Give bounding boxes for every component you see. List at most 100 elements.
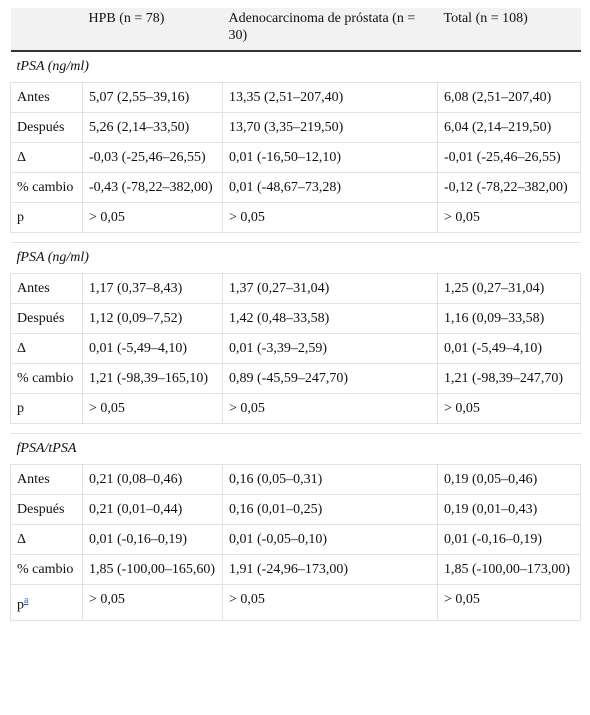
data-row: p > 0,05 > 0,05 > 0,05	[10, 393, 581, 424]
value-text: 1,91 (-24,96–173,00)	[229, 562, 348, 577]
row-label: Antes	[10, 273, 83, 304]
value-text: 1,85 (-100,00–173,00)	[444, 562, 570, 577]
header-cell	[10, 8, 83, 52]
value-cell: 1,17 (0,37–8,43)	[82, 273, 223, 304]
value-cell: 0,01 (-0,16–0,19)	[82, 524, 223, 555]
row-label: Δ	[10, 524, 83, 555]
value-cell: 0,19 (0,05–0,46)	[437, 464, 581, 495]
value-cell: 1,12 (0,09–7,52)	[82, 303, 223, 334]
value-text: 13,70 (3,35–219,50)	[229, 120, 344, 135]
value-text: > 0,05	[444, 210, 480, 225]
section-title: fPSA (ng/ml)	[10, 242, 581, 274]
data-row: pa > 0,05 > 0,05 > 0,05	[10, 584, 581, 621]
label-text: Antes	[17, 281, 50, 296]
value-text: 0,01 (-16,50–12,10)	[229, 150, 341, 165]
value-cell: -0,12 (-78,22–382,00)	[437, 172, 581, 203]
value-cell: > 0,05	[82, 393, 223, 424]
label-text: Después	[17, 120, 65, 135]
value-cell: 0,16 (0,01–0,25)	[222, 494, 438, 525]
row-label: % cambio	[10, 554, 83, 585]
value-cell: > 0,05	[222, 393, 438, 424]
table-body: tPSA (ng/ml) Antes 5,07 (2,55–39,16) 13,35 …	[10, 50, 581, 621]
value-cell: 1,25 (0,27–31,04)	[437, 273, 581, 304]
value-cell: 0,21 (0,08–0,46)	[82, 464, 223, 495]
value-cell: 1,21 (-98,39–247,70)	[437, 363, 581, 394]
value-text: 0,16 (0,01–0,25)	[229, 502, 323, 517]
value-text: 1,12 (0,09–7,52)	[89, 311, 183, 326]
label-text: Antes	[17, 472, 50, 487]
value-cell: 13,70 (3,35–219,50)	[222, 112, 438, 143]
data-row: Antes 1,17 (0,37–8,43) 1,37 (0,27–31,04) 1,…	[10, 273, 581, 304]
spacer-row	[10, 232, 581, 243]
label-text: Después	[17, 311, 65, 326]
data-row: Antes 0,21 (0,08–0,46) 0,16 (0,05–0,31) 0,1…	[10, 464, 581, 495]
section-row: tPSA (ng/ml)	[10, 50, 581, 83]
value-cell: -0,03 (-25,46–26,55)	[82, 142, 223, 173]
label-text: p	[17, 210, 24, 225]
value-text: 0,89 (-45,59–247,70)	[229, 371, 348, 386]
row-label: Antes	[10, 82, 83, 113]
value-cell: 1,16 (0,09–33,58)	[437, 303, 581, 334]
value-cell: 0,01 (-3,39–2,59)	[222, 333, 438, 364]
value-cell: -0,43 (-78,22–382,00)	[82, 172, 223, 203]
value-text: 5,07 (2,55–39,16)	[89, 90, 190, 105]
row-label: p	[10, 393, 83, 424]
footnote-link[interactable]: a	[24, 595, 29, 606]
row-label: % cambio	[10, 172, 83, 203]
value-text: -0,43 (-78,22–382,00)	[89, 180, 213, 195]
section-row: fPSA (ng/ml)	[10, 242, 581, 274]
data-row: p > 0,05 > 0,05 > 0,05	[10, 202, 581, 233]
value-text: 1,42 (0,48–33,58)	[229, 311, 330, 326]
column-header: Total (n = 108)	[437, 8, 581, 52]
value-cell: 1,42 (0,48–33,58)	[222, 303, 438, 334]
value-text: 5,26 (2,14–33,50)	[89, 120, 190, 135]
data-row: Δ 0,01 (-0,16–0,19) 0,01 (-0,05–0,10) 0,01 …	[10, 524, 581, 555]
value-text: > 0,05	[89, 210, 125, 225]
row-label: Antes	[10, 464, 83, 495]
value-cell: 0,16 (0,05–0,31)	[222, 464, 438, 495]
section-row: fPSA/tPSA	[10, 433, 581, 465]
value-text: > 0,05	[229, 210, 265, 225]
spacer-cell	[10, 232, 581, 243]
value-cell: 0,01 (-5,49–4,10)	[82, 333, 223, 364]
value-text: > 0,05	[229, 592, 265, 607]
value-text: 0,01 (-0,16–0,19)	[89, 532, 187, 547]
value-cell: 0,01 (-48,67–73,28)	[222, 172, 438, 203]
value-text: 1,16 (0,09–33,58)	[444, 311, 545, 326]
value-text: > 0,05	[229, 401, 265, 416]
value-cell: 1,21 (-98,39–165,10)	[82, 363, 223, 394]
row-label: Δ	[10, 142, 83, 173]
label-text: Δ	[17, 341, 27, 356]
value-cell: > 0,05	[437, 202, 581, 233]
value-cell: 1,91 (-24,96–173,00)	[222, 554, 438, 585]
data-row: % cambio -0,43 (-78,22–382,00) 0,01 (-48,6…	[10, 172, 581, 203]
value-cell: 0,01 (-5,49–4,10)	[437, 333, 581, 364]
section-title: tPSA (ng/ml)	[10, 50, 581, 83]
data-row: Δ 0,01 (-5,49–4,10) 0,01 (-3,39–2,59) 0,01 …	[10, 333, 581, 364]
value-cell: 13,35 (2,51–207,40)	[222, 82, 438, 113]
column-header: HPB (n = 78)	[82, 8, 223, 52]
value-cell: 0,89 (-45,59–247,70)	[222, 363, 438, 394]
value-text: > 0,05	[89, 592, 125, 607]
data-row: Antes 5,07 (2,55–39,16) 13,35 (2,51–207,40…	[10, 82, 581, 113]
label-text: % cambio	[17, 371, 74, 386]
value-cell: 0,19 (0,01–0,43)	[437, 494, 581, 525]
value-text: > 0,05	[89, 401, 125, 416]
value-cell: 6,04 (2,14–219,50)	[437, 112, 581, 143]
value-text: -0,01 (-25,46–26,55)	[444, 150, 561, 165]
label-text: Δ	[17, 532, 27, 547]
data-table: HPB (n = 78) Adenocarcinoma de próstata (…	[10, 8, 581, 621]
value-cell: 1,37 (0,27–31,04)	[222, 273, 438, 304]
value-text: > 0,05	[444, 592, 480, 607]
value-cell: > 0,05	[437, 584, 581, 621]
value-text: 0,01 (-0,16–0,19)	[444, 532, 542, 547]
label-text: % cambio	[17, 180, 74, 195]
row-label: p	[10, 202, 83, 233]
label-text: Antes	[17, 90, 50, 105]
value-cell: 1,85 (-100,00–173,00)	[437, 554, 581, 585]
value-text: -0,12 (-78,22–382,00)	[444, 180, 568, 195]
value-text: 13,35 (2,51–207,40)	[229, 90, 344, 105]
value-text: 0,01 (-0,05–0,10)	[229, 532, 327, 547]
value-cell: > 0,05	[222, 584, 438, 621]
row-label: % cambio	[10, 363, 83, 394]
